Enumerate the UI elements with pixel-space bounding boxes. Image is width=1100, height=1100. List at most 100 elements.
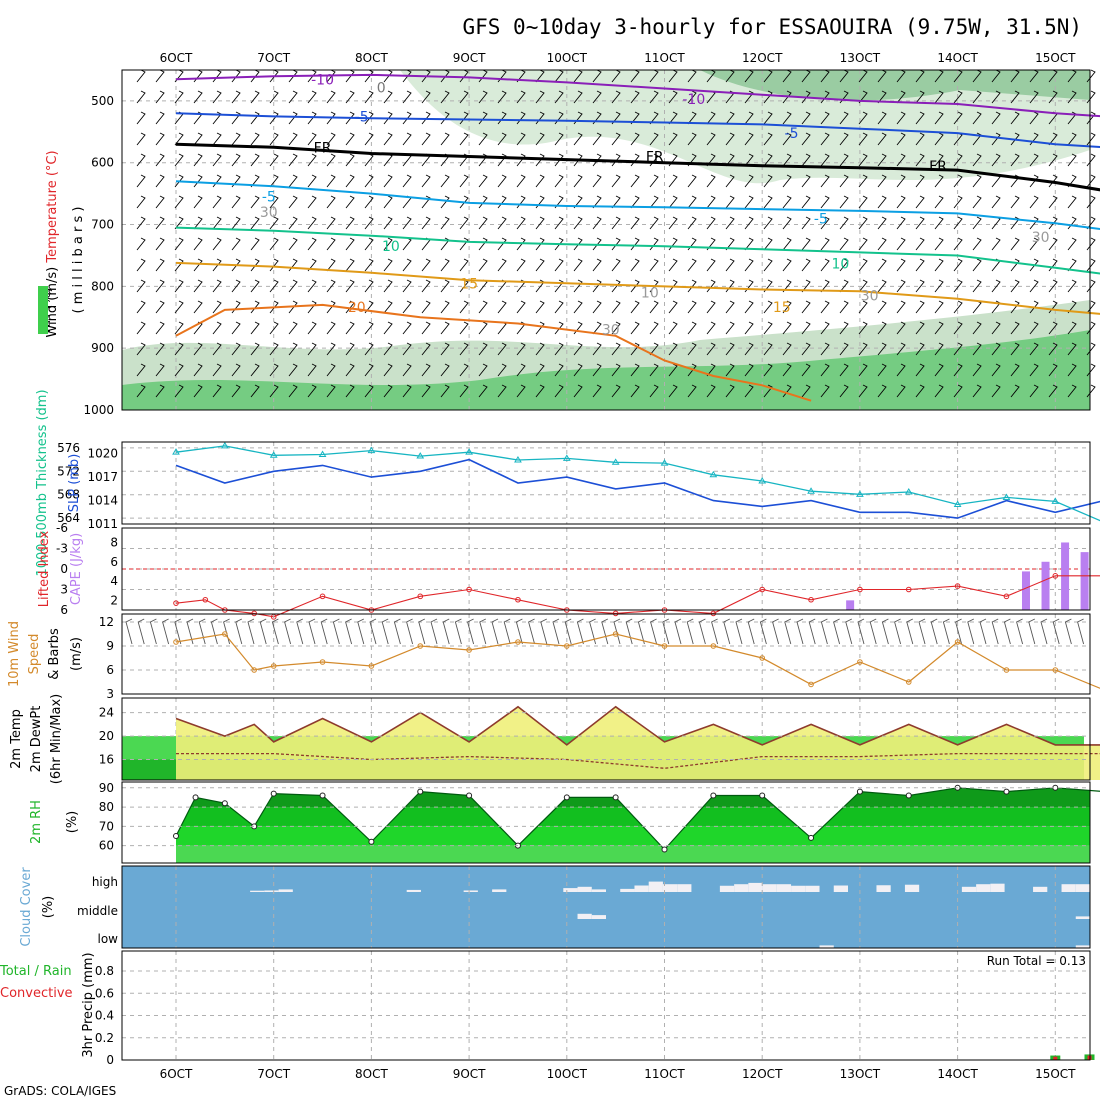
wind-barb	[440, 132, 450, 146]
wind-barb	[725, 321, 735, 335]
wind-barb	[364, 258, 374, 272]
wind-barb	[611, 258, 621, 272]
wind-barb	[763, 132, 773, 146]
cape-bar	[846, 600, 855, 610]
wind-barb	[820, 321, 830, 335]
li-tick: 6	[60, 603, 68, 617]
cloud-high-bar	[492, 889, 507, 892]
wind-barb	[269, 153, 279, 167]
wind-barb	[155, 363, 165, 377]
wind-barb	[383, 69, 393, 83]
wind-barb	[896, 384, 906, 398]
wind-barb	[193, 216, 203, 230]
wind-barb	[288, 174, 298, 188]
wind-speed-line	[175, 633, 1100, 689]
wind-barb	[668, 132, 678, 146]
wind-barb	[497, 132, 507, 146]
wind-barb	[915, 216, 925, 230]
wind-barb	[953, 363, 963, 377]
cloud-high-bar	[1061, 884, 1076, 892]
li-marker	[612, 610, 619, 617]
wind-barb	[934, 174, 944, 188]
wind-barb	[934, 69, 944, 83]
wind-barb	[478, 90, 488, 104]
wind10-barb	[808, 618, 816, 645]
wind-barb	[953, 342, 963, 356]
wind-barb	[212, 216, 222, 230]
wind10-barb	[686, 618, 694, 645]
wind-barb	[174, 90, 184, 104]
cloud-high-bar	[1075, 884, 1090, 892]
wind-barb	[554, 300, 564, 314]
temp-line	[175, 705, 1100, 746]
upper-air-frame	[121, 69, 1091, 411]
wind-barb	[212, 363, 222, 377]
wind-barb	[231, 111, 241, 125]
wind-barb	[744, 195, 754, 209]
wind-barb	[288, 363, 298, 377]
wind10-barb	[162, 618, 170, 645]
x-tick-top: 7OCT	[257, 51, 290, 65]
contour-label: -10	[311, 72, 334, 88]
pressure-ylabel: ( m i l l i b a r s )	[71, 207, 86, 314]
wind-barb	[193, 300, 203, 314]
wind-barb	[516, 132, 526, 146]
wind-barb	[535, 132, 545, 146]
wind-barb	[364, 321, 374, 335]
rh-marker	[466, 792, 473, 799]
wind-barb	[801, 195, 811, 209]
wind-barb	[877, 195, 887, 209]
wind-barb	[383, 279, 393, 293]
wind-barb	[820, 258, 830, 272]
wind-barb	[573, 237, 583, 251]
precip-tick: 0.6	[95, 986, 114, 1000]
wind-barb	[934, 321, 944, 335]
wind-marker	[759, 655, 766, 661]
rh-marker	[856, 788, 863, 795]
slp-marker	[1002, 493, 1011, 500]
wind-barb	[573, 384, 583, 398]
wind-barb	[326, 90, 336, 104]
wind-barb	[345, 300, 355, 314]
wind-barb	[858, 153, 868, 167]
wind-barb	[459, 90, 469, 104]
wind10-barb	[637, 618, 645, 645]
wind-barb	[725, 216, 735, 230]
wind-barb	[554, 132, 564, 146]
wind10-barb	[698, 618, 706, 645]
wind-barb	[706, 69, 716, 83]
wind10-barb	[650, 618, 658, 645]
wind-barb	[782, 111, 792, 125]
wind-barb	[250, 90, 260, 104]
wind-barb	[459, 237, 469, 251]
wind-barb	[820, 300, 830, 314]
wind10-barb	[332, 618, 340, 645]
wind-barb	[782, 321, 792, 335]
cloud-level-label: high	[92, 875, 118, 889]
wind-barb	[858, 300, 868, 314]
wind-barb	[212, 153, 222, 167]
x-tick-top: 11OCT	[644, 51, 685, 65]
wind-barb	[611, 216, 621, 230]
wind-barb	[174, 384, 184, 398]
wind-barb	[630, 300, 640, 314]
wind-barb	[668, 174, 678, 188]
contour-label: 15	[773, 300, 791, 316]
wind-barb	[972, 384, 982, 398]
wind-barb	[630, 363, 640, 377]
x-tick-bottom: 12OCT	[742, 1067, 783, 1081]
x-tick-bottom: 7OCT	[257, 1067, 290, 1081]
wind-barb	[725, 195, 735, 209]
wind-barb	[668, 279, 678, 293]
wind-barb	[630, 216, 640, 230]
wind-barb	[630, 111, 640, 125]
wind-barb	[212, 90, 222, 104]
thickness-tick: 576	[57, 441, 80, 455]
wind-barb	[193, 363, 203, 377]
lifted-index-line	[175, 575, 1100, 618]
wind-barb	[991, 153, 1001, 167]
wind-barb	[155, 153, 165, 167]
wind-barb	[307, 279, 317, 293]
wind-barb	[839, 132, 849, 146]
wind-barb	[839, 111, 849, 125]
